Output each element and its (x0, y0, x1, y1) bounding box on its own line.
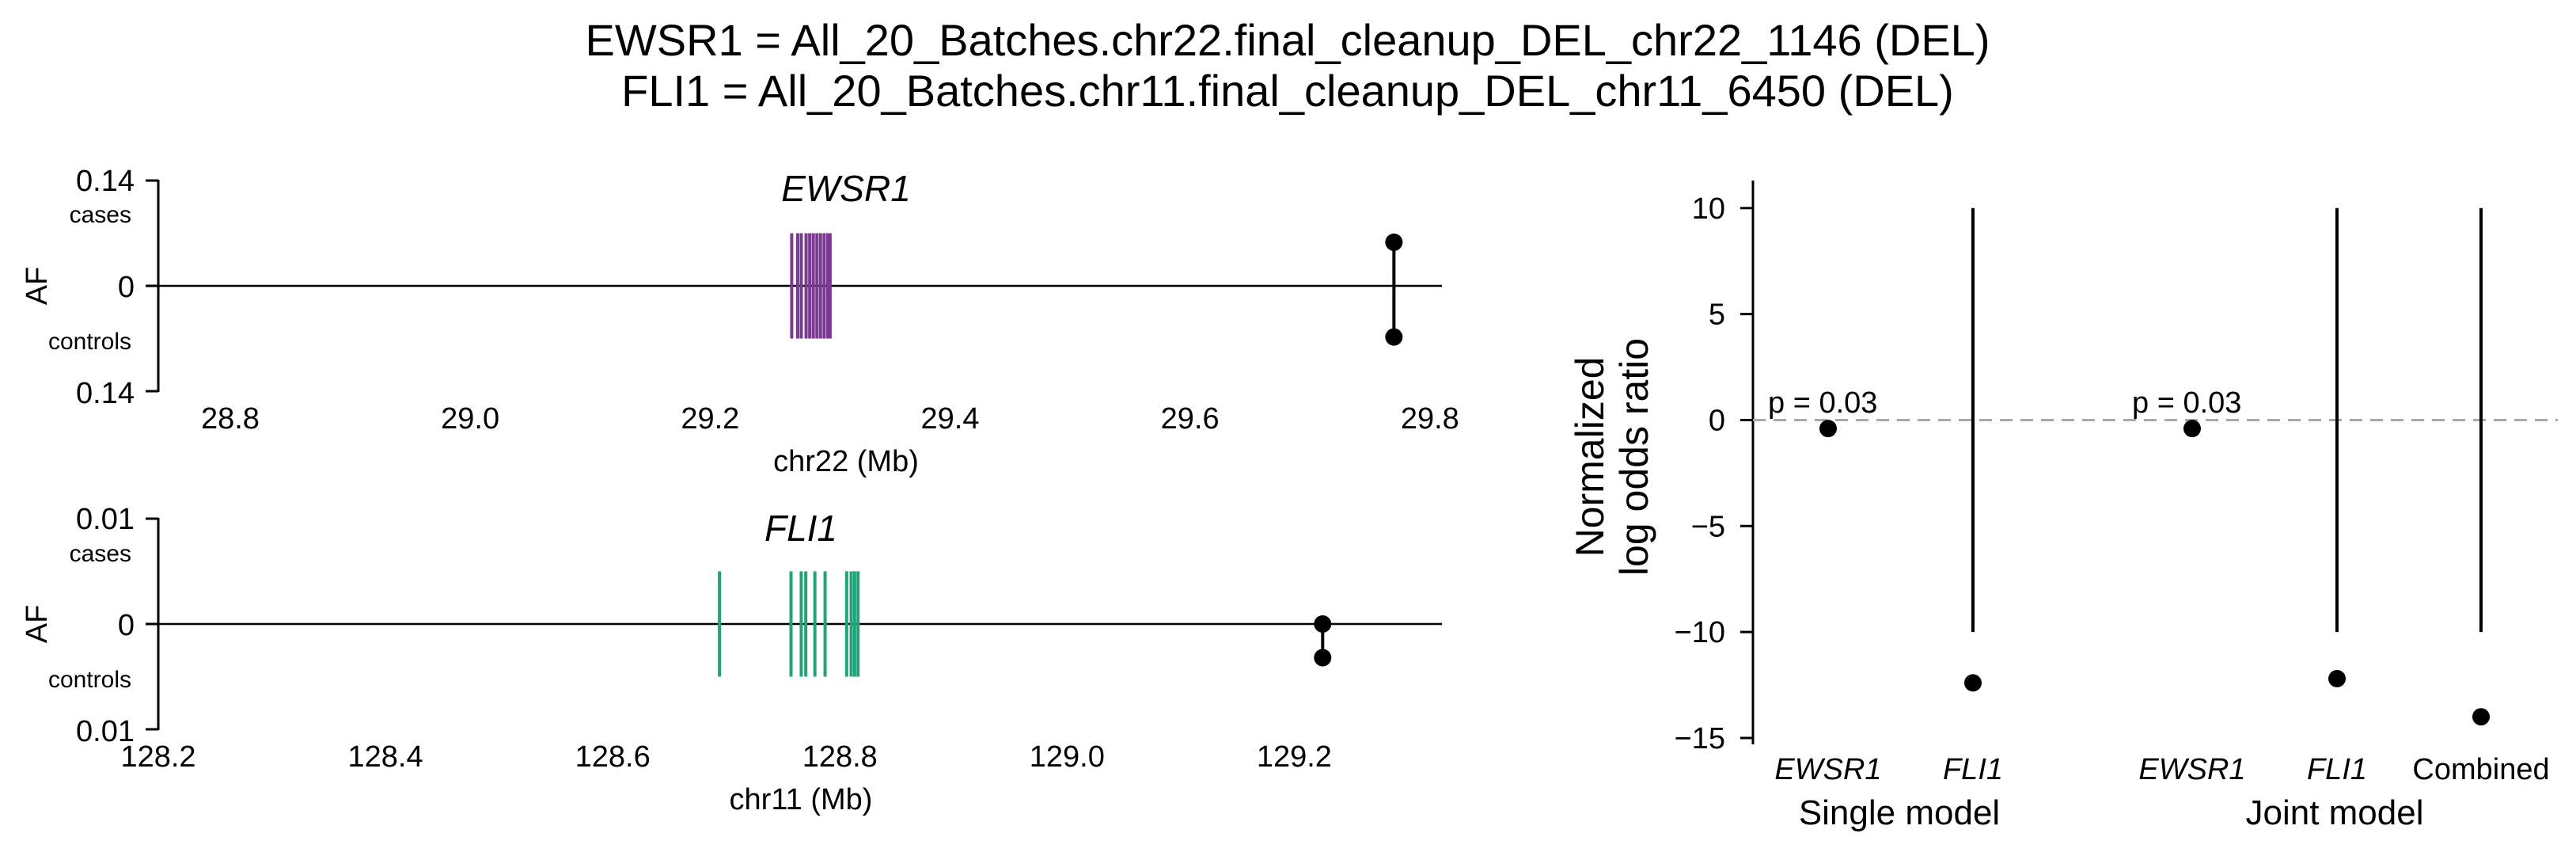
log-odds-panel: Normalized log odds ratio 10 5 0 −5 −10 −15 p… (1568, 181, 2558, 832)
lor-y-axis-label-line2: log odds ratio (1612, 338, 1656, 576)
lor-pvalue-label: p = 0.03 (1768, 386, 1877, 420)
lor-pvalue-label: p = 0.03 (2132, 386, 2241, 420)
lor-ytick-label: −10 (1675, 616, 1725, 649)
lor-ytick-label: −15 (1675, 722, 1725, 755)
lor-ytick-label: −5 (1691, 510, 1725, 543)
lor-category-label: EWSR1 (1774, 753, 1881, 786)
lor-ytick-label: 10 (1692, 192, 1725, 226)
lor-ytick-label: 0 (1709, 404, 1725, 437)
lor-ytick-label: 5 (1709, 299, 1725, 332)
lor-y-axis-label-line1: Normalized (1568, 357, 1612, 557)
fli1-y-axis-label: AF (21, 605, 54, 644)
fli1-xtick-label: 129.2 (1257, 740, 1332, 774)
ewsr1-label-controls: controls (48, 329, 131, 355)
fli1-label-controls: controls (48, 667, 131, 693)
lor-category-label: FLI1 (2307, 753, 2367, 786)
fli1-xtick-label: 128.8 (802, 740, 878, 774)
fli1-xtick-label: 128.4 (348, 740, 423, 774)
fli1-case-af-point (1314, 615, 1332, 633)
ewsr1-ytick-top: 0.14 (76, 165, 135, 198)
ewsr1-panel-title: EWSR1 (781, 168, 911, 209)
fli1-x-axis-label: chr11 (Mb) (730, 783, 873, 816)
ewsr1-case-af-point (1385, 233, 1403, 251)
lor-category-label: FLI1 (1943, 753, 2003, 786)
lor-point (2328, 670, 2346, 688)
ewsr1-ytick-zero: 0 (118, 271, 135, 304)
suptitle-line2: FLI1 = All_20_Batches.chr11.final_cleanu… (621, 66, 1954, 116)
fli1-xtick-label: 129.0 (1030, 740, 1105, 774)
ewsr1-xtick-label: 29.0 (441, 402, 499, 436)
lor-point (2472, 708, 2490, 726)
suptitle-line1: EWSR1 = All_20_Batches.chr22.final_clean… (586, 15, 1990, 65)
ewsr1-locus-panel: EWSR1 AF 0.14 cases 0 controls 0.14 28.8… (21, 165, 1459, 478)
ewsr1-ytick-bottom: 0.14 (76, 377, 135, 410)
ewsr1-xtick-label: 29.4 (921, 402, 980, 436)
lor-category-label: EWSR1 (2138, 753, 2245, 786)
lor-group-label-single: Single model (1799, 793, 2000, 832)
fli1-xtick-label: 128.2 (120, 740, 195, 774)
fli1-ytick-top: 0.01 (76, 503, 135, 536)
ewsr1-xtick-label: 28.8 (201, 402, 260, 436)
fli1-ytick-zero: 0 (118, 609, 135, 642)
fli1-control-af-point (1314, 649, 1332, 667)
fli1-locus-panel: FLI1 AF 0.01 cases 0 controls 0.01 128.2… (21, 503, 1442, 816)
lor-point (2183, 420, 2201, 438)
fli1-ytick-bottom: 0.01 (76, 715, 135, 748)
fli1-panel-title: FLI1 (764, 508, 837, 549)
lor-point (1964, 674, 1982, 692)
fli1-xtick-label: 128.6 (575, 740, 651, 774)
ewsr1-label-cases: cases (70, 202, 131, 228)
ewsr1-y-axis-label: AF (21, 267, 54, 306)
ewsr1-xtick-label: 29.2 (681, 402, 739, 436)
lor-point (1819, 420, 1837, 438)
ewsr1-xtick-label: 29.6 (1161, 402, 1220, 436)
ewsr1-control-af-point (1385, 328, 1403, 346)
lor-group-label-joint: Joint model (2245, 793, 2423, 832)
lor-category-label: Combined (2412, 753, 2549, 786)
ewsr1-x-axis-label: chr22 (Mb) (773, 445, 919, 478)
ewsr1-xtick-label: 29.8 (1401, 402, 1459, 436)
fli1-label-cases: cases (70, 541, 131, 567)
